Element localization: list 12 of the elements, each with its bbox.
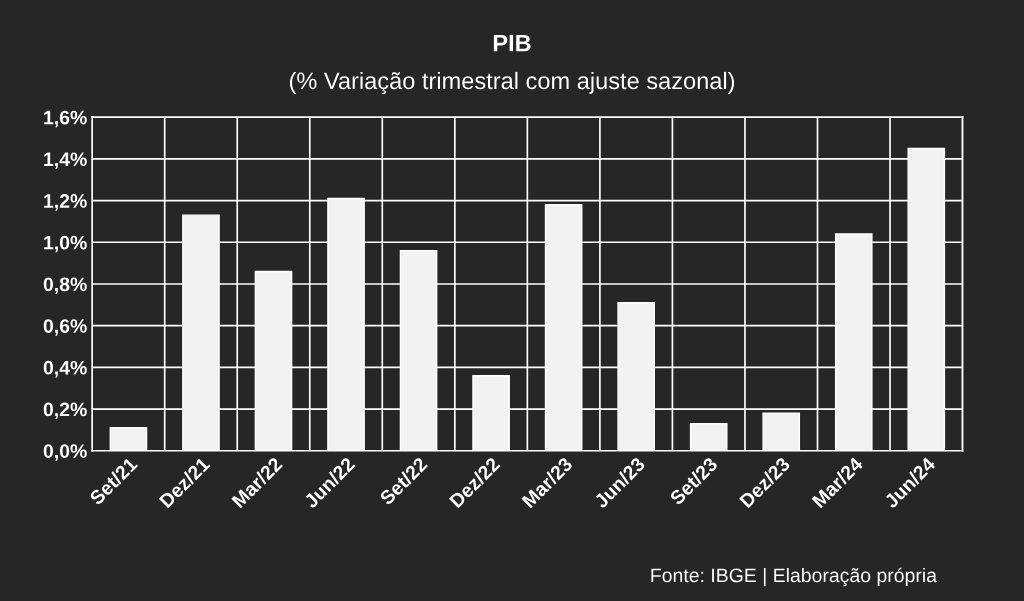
source-note: Fonte: IBGE | Elaboração própria bbox=[651, 567, 937, 587]
y-tick-label: 1,6% bbox=[44, 110, 87, 128]
y-tick-label: 1,4% bbox=[44, 152, 87, 169]
y-tick-label: 0,2% bbox=[43, 402, 87, 420]
y-tick-label: 0,6% bbox=[43, 319, 87, 336]
y-tick-label: 1,0% bbox=[44, 235, 87, 253]
chart-subtitle: (% Variação trimestral com ajuste sazonal) bbox=[289, 71, 735, 94]
chart-title: PIB bbox=[493, 34, 531, 52]
y-tick-label: 0,8% bbox=[43, 277, 87, 295]
y-tick-label: 1,2% bbox=[44, 194, 87, 211]
y-tick-label: 0,4% bbox=[43, 360, 87, 378]
y-tick-label: 0,0% bbox=[43, 444, 87, 461]
